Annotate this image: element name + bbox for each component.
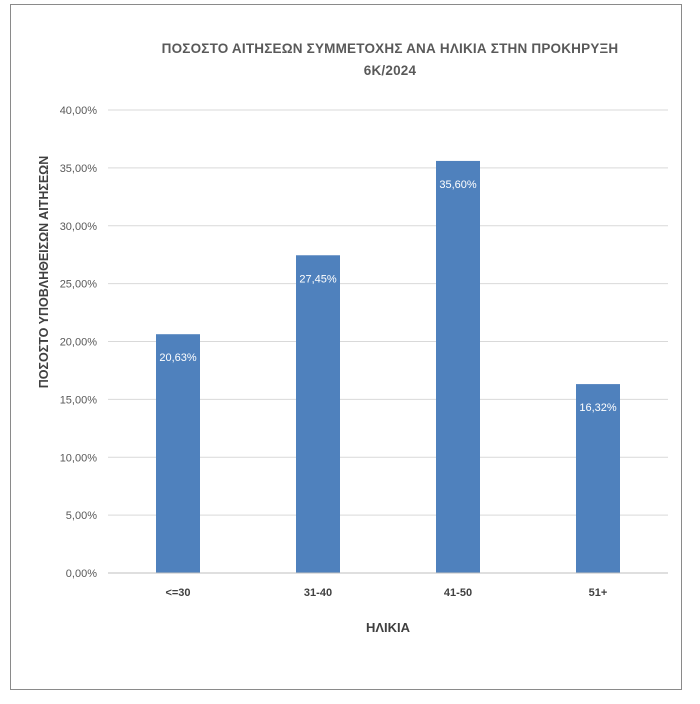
- y-tick-label: 0,00%: [66, 568, 97, 580]
- x-tick-label: 31-40: [304, 587, 332, 599]
- x-axis-title: ΗΛΙΚΙΑ: [365, 620, 411, 635]
- chart-frame: [10, 4, 682, 690]
- y-tick-label: 20,00%: [60, 337, 98, 349]
- chart-subtitle: 6Κ/2024: [363, 63, 417, 78]
- bar: [436, 160, 480, 573]
- bar: [296, 255, 340, 574]
- data-label: 16,32%: [579, 402, 617, 414]
- chart-title: ΠΟΣΟΣΤΟ ΑΙΤΗΣΕΩΝ ΣΥΜΜΕΤΟΧΗΣ ΑΝΑ ΗΛΙΚΙΑ Σ…: [120, 38, 660, 82]
- data-label: 20,63%: [159, 352, 197, 364]
- y-tick-label: 10,00%: [60, 452, 98, 464]
- bar: [576, 384, 620, 573]
- data-label: 35,60%: [439, 179, 477, 191]
- x-tick-label: 51+: [589, 587, 608, 599]
- data-label: 27,45%: [299, 273, 337, 285]
- y-tick-label: 5,00%: [66, 510, 97, 522]
- chart-title-line: ΠΟΣΟΣΤΟ ΑΙΤΗΣΕΩΝ ΣΥΜΜΕΤΟΧΗΣ ΑΝΑ ΗΛΙΚΙΑ Σ…: [161, 41, 619, 56]
- y-tick-label: 40,00%: [60, 105, 98, 117]
- y-tick-label: 15,00%: [60, 394, 98, 406]
- x-tick-label: 41-50: [444, 587, 472, 599]
- y-tick-label: 35,00%: [60, 163, 98, 175]
- bar: [156, 334, 200, 573]
- y-tick-label: 25,00%: [60, 279, 98, 291]
- y-tick-label: 30,00%: [60, 221, 98, 233]
- x-tick-label: <=30: [165, 587, 190, 599]
